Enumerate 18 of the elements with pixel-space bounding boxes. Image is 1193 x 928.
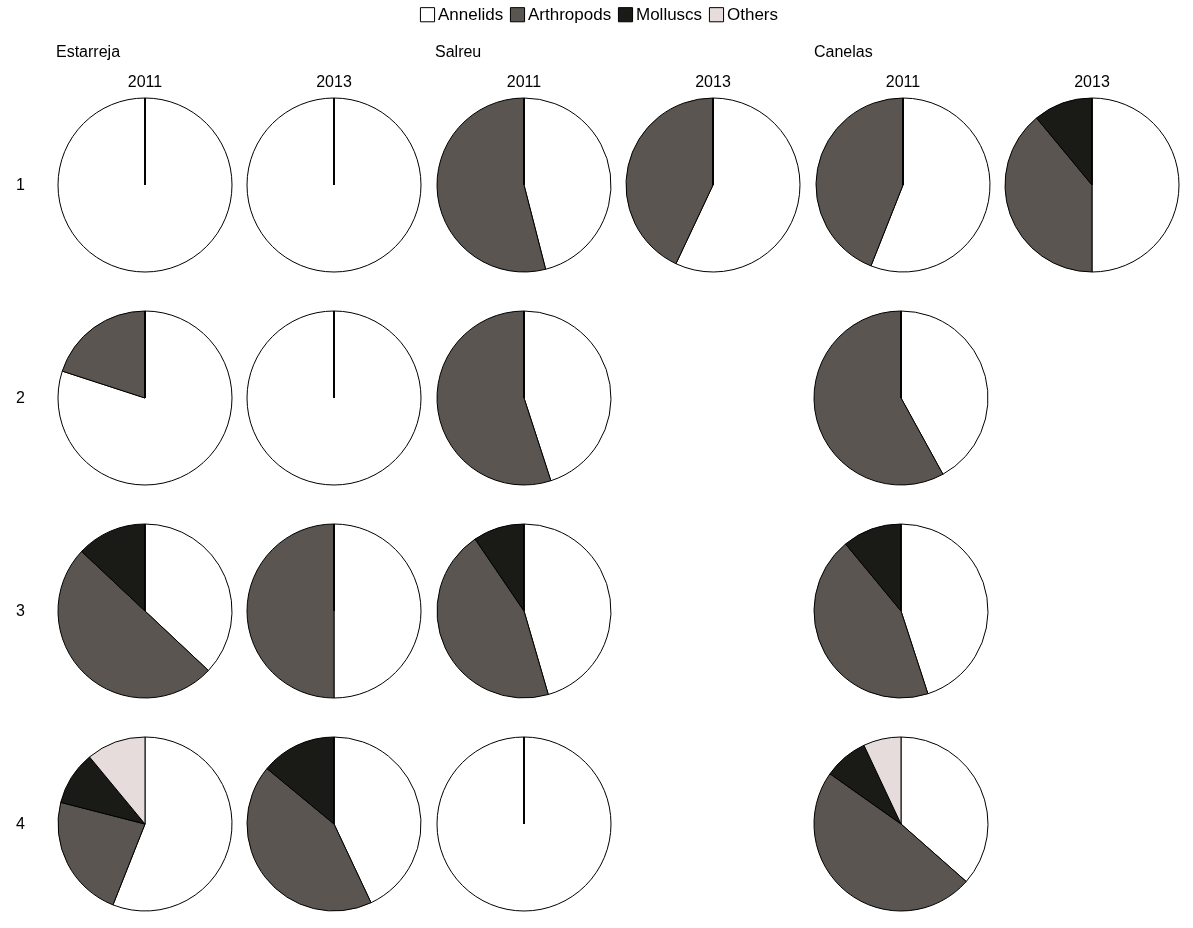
- text: 2011: [127, 73, 163, 90]
- chart-title: Canelas: [814, 43, 873, 60]
- text: 4: [16, 815, 25, 832]
- text: 3: [16, 602, 25, 619]
- chart-subtitle: 2013: [1074, 73, 1110, 90]
- chart-title: Salreu: [435, 43, 482, 60]
- text: 1: [16, 176, 25, 193]
- legend-label: Annelids: [438, 4, 504, 24]
- pie-slice: [57, 310, 233, 486]
- legend-label: Molluscs: [636, 4, 703, 24]
- legend-label: Arthropods: [528, 4, 612, 24]
- legend-label: Others: [727, 4, 779, 24]
- chart-subtitle: 2013: [695, 73, 731, 90]
- chart-subtitle: 2011: [885, 73, 921, 90]
- text: 2: [16, 389, 25, 406]
- text: Estarreja: [56, 43, 121, 60]
- chart-subtitle: 2013: [316, 73, 352, 90]
- chart-subtitle: 2011: [506, 73, 542, 90]
